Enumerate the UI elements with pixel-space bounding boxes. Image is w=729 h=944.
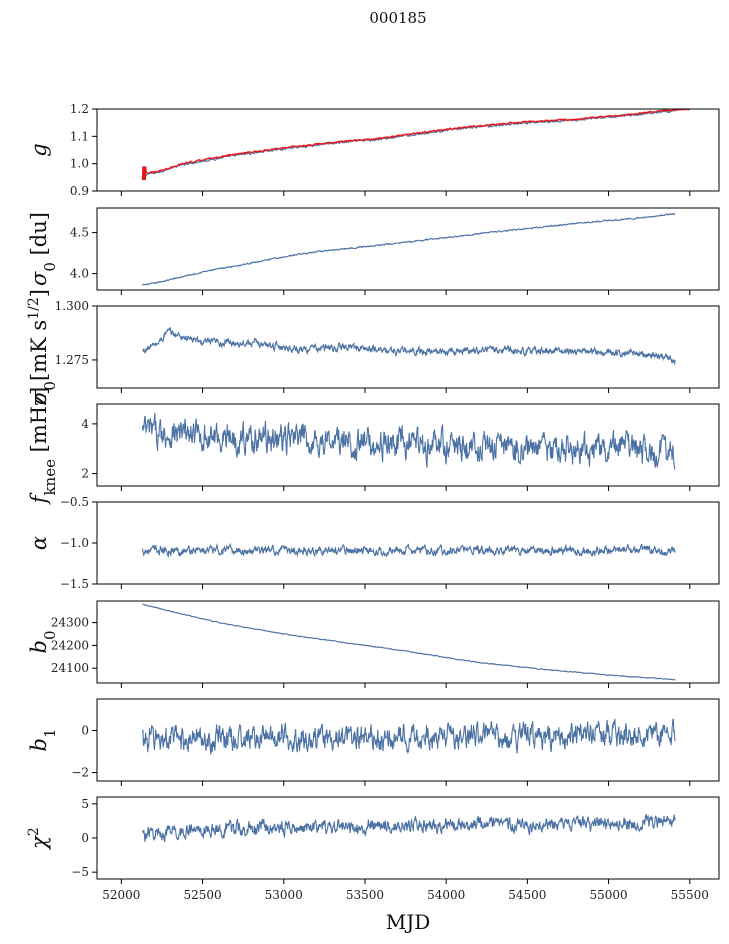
panel-frame [96,796,720,880]
y-axis-label: fknee [mHz] [27,387,59,506]
panel-frame [96,207,720,291]
series-line-1 [141,109,676,176]
panel-2: 4.0 4.5 σ0 [du] [27,207,720,295]
x-tick-label: 53000 [265,888,303,902]
y-tick-label: 24100 [51,661,89,675]
panel-frame [96,698,720,782]
series-line-1 [142,326,676,366]
x-tick-label: 54000 [427,888,465,902]
y-axis-label: σ0 [du] [27,212,59,286]
panel-5: −1.5 −1.0 −0.5 α [27,495,720,591]
series-line-1 [141,542,676,558]
panel-7: −2 0 b1 [27,698,720,786]
y-tick-label: 0 [81,831,89,845]
panel-1: 0.9 1.0 1.1 1.2 g [27,102,720,198]
x-axis: 52000 52500 53000 53500 54000 54500 55000 55500 [102,888,709,902]
y-axis-label: g [27,143,51,156]
y-tick-label: 4.0 [70,267,89,281]
y-tick-label: 5 [81,797,89,811]
y-axis-label: b1 [27,729,59,752]
y-tick-label: 1.0 [70,157,89,171]
y-tick-label: 24200 [51,638,89,652]
panel-frame [96,305,720,389]
x-tick-label: 55500 [671,888,709,902]
y-axis-label: σ0[mK s1/2] [26,289,59,405]
panel-frame [96,600,720,684]
y-tick-label: 0 [81,724,89,738]
panel-frame [96,108,720,192]
series-line-1 [142,603,676,681]
y-tick-label: −0.5 [60,495,89,509]
y-axis-label: b0 [27,631,59,654]
figure-title: 000185 [369,9,426,27]
panel-frame [96,403,720,487]
y-tick-label: 1.275 [55,353,89,367]
panel-4: 2 4 fknee [mHz] [27,387,720,506]
x-tick-label: 52000 [102,888,140,902]
x-tick-label: 52500 [183,888,221,902]
y-tick-label: 1.300 [55,299,89,313]
y-tick-label: 4.5 [70,226,89,240]
y-tick-label: 24300 [51,616,89,630]
y-tick-label: −2 [71,766,89,780]
x-tick-label: 53500 [346,888,384,902]
y-tick-label: 2 [81,467,89,481]
panel-8: −5 0 5 χ2 [26,796,720,884]
series-line-1 [141,718,676,755]
y-tick-label: −1.5 [60,577,89,591]
x-axis-label: MJD [386,910,431,934]
x-tick-label: 55000 [589,888,627,902]
y-axis-label: χ2 [26,827,51,851]
y-axis-label: α [27,536,51,550]
panels: 0.9 1.0 1.1 1.2 g 4.0 4.5 σ0 [du] 1.275 1.300σ0[m… [26,102,720,884]
y-tick-label: 1.1 [70,129,89,143]
y-tick-label: 1.2 [70,102,89,116]
y-tick-label: −1.0 [60,536,89,550]
series-line-2 [141,109,690,181]
y-tick-label: −5 [71,865,89,879]
panel-frame [96,501,720,585]
y-tick-label: 0.9 [70,184,89,198]
series-line-1 [141,813,676,843]
x-tick-label: 54500 [508,888,546,902]
series-line-1 [141,412,676,470]
series-line-1 [142,212,676,286]
y-tick-label: 4 [81,417,89,431]
